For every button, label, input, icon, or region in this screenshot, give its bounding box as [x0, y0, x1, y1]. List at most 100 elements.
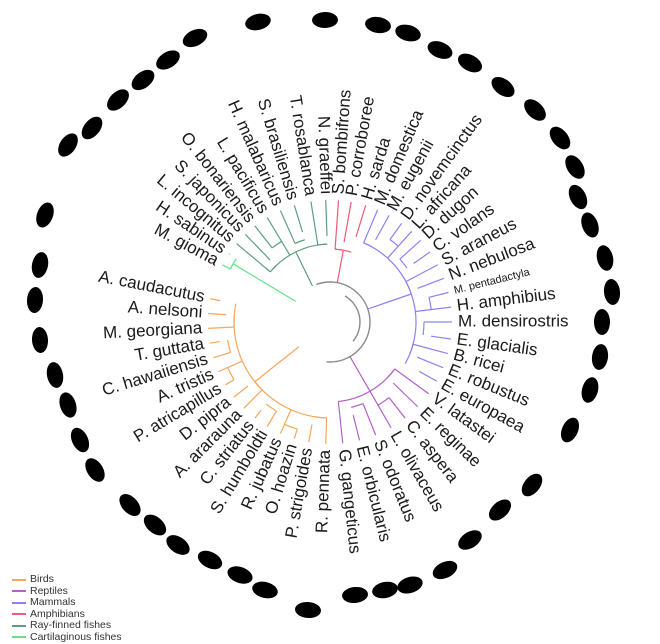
leaf-label: R. pennata: [312, 449, 334, 533]
branch: [388, 397, 406, 419]
salmon-icon: [156, 50, 180, 70]
branch-arc: [363, 242, 417, 364]
penguin-icon: [143, 514, 167, 536]
shrew-icon: [581, 212, 599, 238]
legend-label: Birds: [30, 573, 54, 585]
bird-4-icon: [31, 252, 49, 278]
rhea-icon: [252, 581, 278, 599]
branch: [363, 209, 379, 244]
turtle-icon: [372, 581, 398, 599]
legend-swatch: [12, 601, 26, 604]
legend-item: Ray-finned fishes: [12, 619, 122, 632]
branch: [218, 360, 243, 373]
branch: [279, 409, 292, 434]
legend-label: Cartilaginous fishes: [30, 630, 122, 643]
branch: [336, 250, 344, 283]
branch: [418, 370, 437, 382]
kagu-icon: [166, 535, 190, 555]
branch: [389, 222, 403, 240]
beaked-whale-icon: [591, 344, 609, 370]
bird-8-icon: [59, 392, 77, 418]
frog-lizard-icon: [488, 499, 512, 521]
snake-s-icon: [397, 576, 423, 594]
branch: [228, 253, 231, 255]
leaf-label: M. densirostris: [458, 311, 569, 330]
branch: [343, 201, 352, 243]
tree-branches: [208, 200, 452, 444]
elephant-icon: [549, 126, 571, 150]
toad-icon: [395, 24, 421, 42]
branch: [352, 415, 361, 441]
armadillo-icon: [524, 99, 546, 121]
legend: Birds Reptiles Mammals Amphibians Ray-finned…: [12, 573, 122, 643]
macaw-icon: [85, 458, 105, 482]
legend-swatch: [12, 636, 26, 639]
grey-whale-icon: [560, 417, 580, 443]
branch: [225, 379, 235, 386]
branch: [293, 205, 304, 233]
right-whale-icon: [581, 377, 599, 403]
branch: [254, 225, 273, 249]
animal-silhouettes: [26, 11, 621, 619]
branch: [254, 409, 262, 419]
snake-icon: [432, 560, 458, 580]
branch: [399, 239, 422, 260]
branch-arc: [428, 297, 432, 310]
branch: [387, 230, 413, 259]
branch: [243, 389, 263, 409]
branch-arc: [271, 240, 282, 249]
branch: [349, 356, 371, 392]
branch: [430, 335, 451, 340]
legend-swatch: [12, 590, 26, 593]
legend-item: Birds: [12, 573, 122, 586]
branch: [362, 403, 377, 436]
legend-swatch: [12, 624, 26, 627]
branch: [233, 385, 249, 398]
branch: [405, 264, 439, 283]
pangolin-icon: [603, 279, 621, 305]
branch: [355, 205, 367, 238]
branch: [266, 217, 291, 256]
branch-arc: [294, 239, 306, 244]
colugo-icon: [568, 184, 588, 210]
legend-label: Ray-finned fishes: [30, 619, 112, 631]
branch: [367, 293, 412, 310]
stingray-icon: [81, 116, 103, 140]
branch: [415, 306, 452, 313]
branch-arc: [316, 281, 371, 363]
bird-3-icon: [36, 202, 54, 228]
lungfish-blob-icon: [365, 16, 391, 34]
wallaby-icon: [491, 76, 515, 98]
branch: [221, 264, 231, 270]
branch: [334, 200, 340, 250]
branch: [208, 312, 227, 316]
branch-arc: [284, 423, 298, 430]
branch: [244, 233, 271, 261]
frog-icon: [427, 41, 453, 59]
branch: [394, 368, 430, 395]
catfish-icon: [312, 11, 338, 29]
bird-6-icon: [31, 327, 49, 353]
branch: [310, 201, 319, 246]
tuna-icon: [131, 69, 155, 91]
shark-fish-icon: [245, 13, 271, 31]
branch: [325, 417, 328, 444]
branch-arc: [389, 238, 399, 247]
skate-icon: [107, 89, 129, 111]
branch: [266, 410, 277, 427]
dugong-icon: [565, 155, 585, 179]
branch: [392, 382, 419, 408]
hoatzin-icon: [197, 550, 223, 570]
branch-arc: [351, 403, 364, 408]
branch: [213, 351, 231, 359]
bird-9-icon: [70, 427, 90, 453]
branch-arc: [344, 295, 361, 342]
branch: [210, 298, 221, 302]
branch: [337, 401, 344, 444]
branch: [325, 200, 328, 237]
branch: [208, 326, 235, 329]
legend-item: Amphibians: [12, 608, 122, 621]
branch: [412, 343, 448, 355]
snake-coil-icon: [458, 530, 482, 550]
